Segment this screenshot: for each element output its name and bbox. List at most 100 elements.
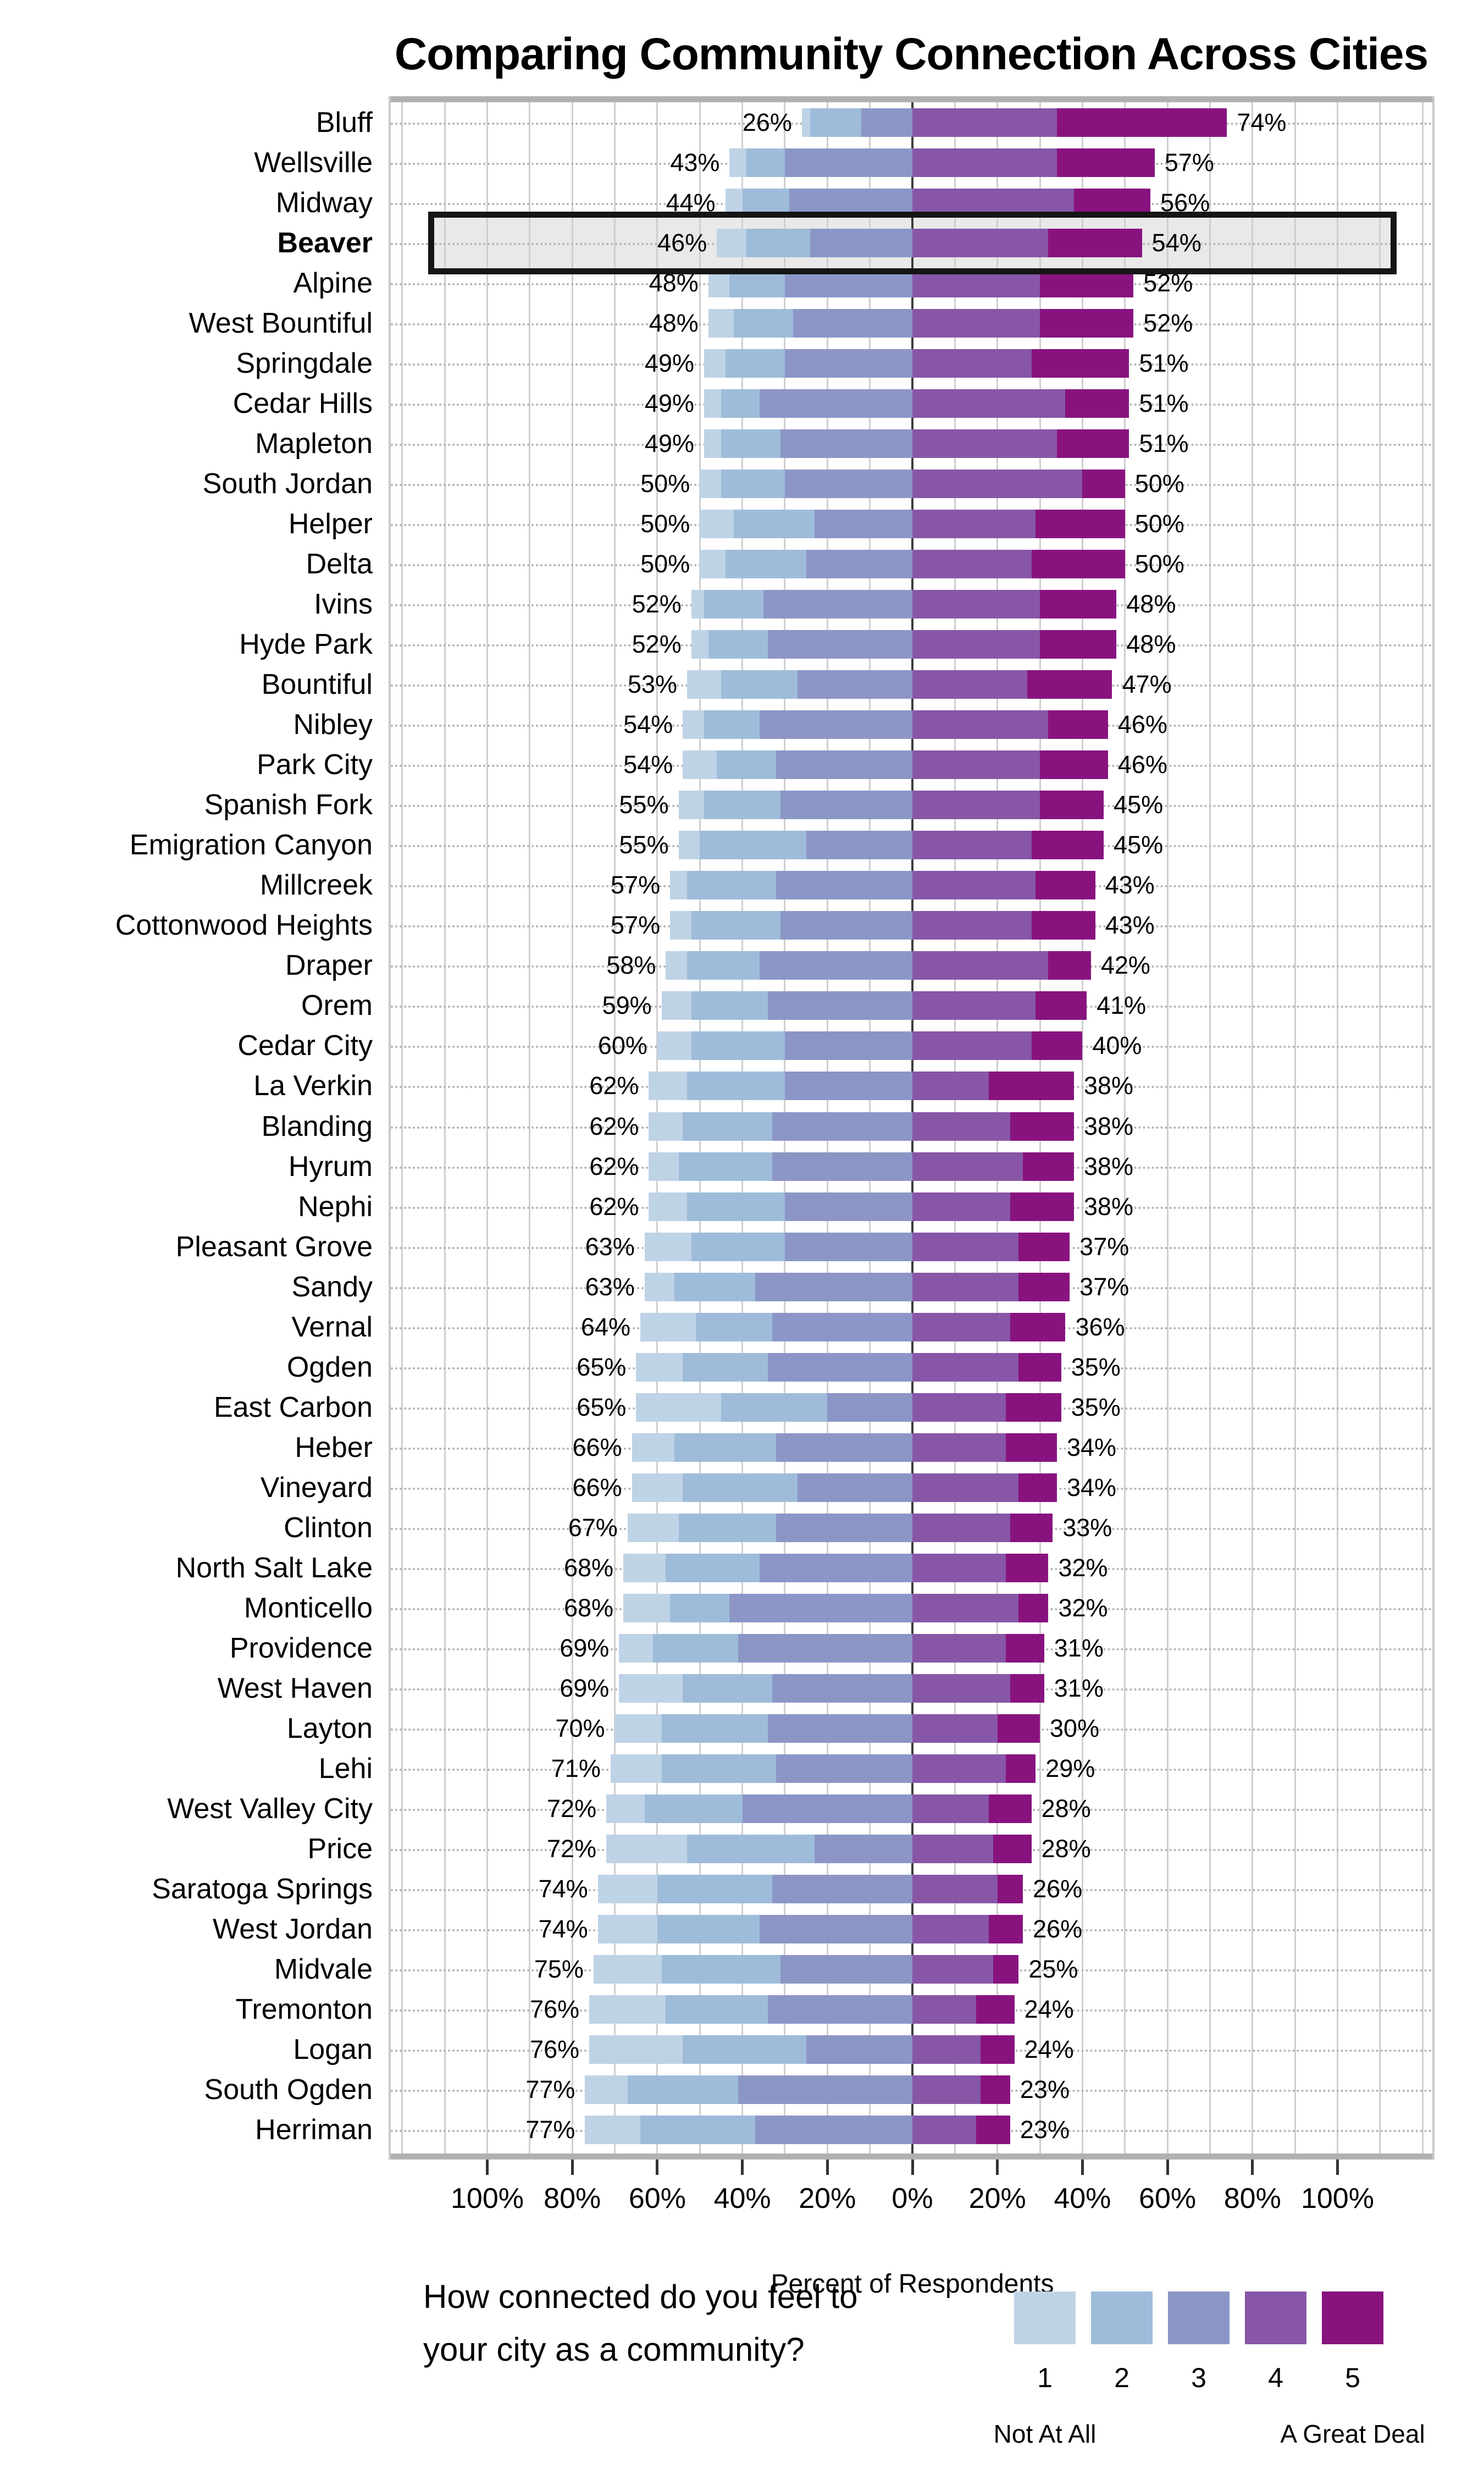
bar-pleasant-grove (644, 1232, 1070, 1261)
left-percent-label: 48% (649, 309, 699, 338)
left-percent-label: 65% (577, 1393, 627, 1421)
segment-rating-3 (768, 1352, 912, 1382)
segment-rating-1 (606, 1794, 645, 1823)
x-tick-label: 100% (451, 2183, 524, 2215)
segment-rating-4 (912, 630, 1040, 659)
segment-rating-2 (721, 670, 798, 699)
city-label-layton: Layton (286, 1712, 373, 1744)
left-percent-label: 70% (555, 1714, 605, 1742)
segment-rating-2 (657, 1874, 772, 1903)
bar-emigration-canyon (678, 831, 1104, 860)
bar-monticello (623, 1593, 1049, 1622)
bar-bountiful (687, 670, 1112, 699)
bar-heber (632, 1433, 1057, 1462)
city-label-hyrum: Hyrum (288, 1150, 373, 1183)
right-percent-label: 23% (1020, 2116, 1070, 2144)
left-percent-label: 62% (589, 1192, 639, 1221)
right-percent-label: 43% (1105, 871, 1155, 899)
x-tick-label: 40% (713, 2183, 771, 2215)
bar-blanding (649, 1112, 1074, 1141)
city-label-draper: Draper (285, 949, 373, 982)
segment-rating-2 (687, 871, 777, 900)
city-label-sandy: Sandy (291, 1271, 373, 1303)
segment-rating-1 (670, 871, 688, 900)
city-label-la-verkin: La Verkin (253, 1070, 373, 1102)
segment-rating-4 (912, 1072, 989, 1101)
left-percent-label: 69% (560, 1674, 610, 1702)
left-percent-label: 76% (530, 1995, 580, 2023)
bar-wellsville (729, 148, 1155, 178)
left-percent-label: 54% (623, 710, 673, 739)
segment-rating-3 (768, 1995, 912, 2024)
bar-south-ogden (585, 2075, 1010, 2104)
segment-rating-2 (691, 911, 781, 940)
right-percent-label: 35% (1071, 1352, 1121, 1381)
segment-rating-1 (623, 1553, 666, 1582)
segment-rating-1 (636, 1352, 683, 1382)
left-percent-label: 46% (657, 229, 707, 257)
right-percent-label: 26% (1033, 1914, 1083, 1943)
segment-rating-1 (649, 1112, 683, 1141)
segment-rating-2 (721, 470, 785, 499)
bar-hyrum (649, 1152, 1074, 1181)
segment-rating-5 (1031, 911, 1095, 940)
segment-rating-4 (912, 1513, 1010, 1542)
bar-mapleton (704, 429, 1129, 459)
bar-orem (661, 991, 1087, 1020)
segment-rating-5 (1010, 1192, 1074, 1221)
segment-rating-3 (776, 1754, 912, 1783)
segment-rating-4 (912, 1633, 1006, 1663)
segment-rating-2 (708, 630, 768, 659)
segment-rating-5 (1010, 1312, 1066, 1341)
segment-rating-4 (912, 1393, 1006, 1422)
right-percent-label: 35% (1071, 1393, 1121, 1421)
segment-rating-2 (678, 1152, 772, 1181)
bar-helper (700, 510, 1125, 539)
segment-rating-5 (1010, 1112, 1074, 1141)
segment-rating-5 (989, 1914, 1023, 1943)
bar-delta (700, 550, 1125, 579)
x-tick-mark (741, 2160, 744, 2175)
segment-rating-1 (614, 1714, 662, 1743)
left-percent-label: 57% (611, 911, 661, 940)
left-percent-label: 71% (551, 1754, 601, 1782)
bar-west-bountiful (708, 309, 1134, 338)
city-label-midway: Midway (275, 187, 373, 219)
city-label-south-ogden: South Ogden (204, 2073, 373, 2106)
segment-rating-4 (912, 2075, 981, 2104)
segment-rating-1 (704, 389, 721, 418)
segment-rating-4 (912, 831, 1032, 860)
segment-rating-3 (759, 1914, 912, 1943)
segment-rating-4 (912, 229, 1049, 258)
city-label-logan: Logan (293, 2033, 373, 2066)
right-percent-label: 34% (1066, 1433, 1117, 1461)
x-tick-label: 100% (1300, 2183, 1374, 2215)
left-percent-label: 75% (534, 1954, 584, 1983)
bar-north-salt-lake (623, 1553, 1049, 1582)
bar-midvale (593, 1954, 1019, 1984)
city-label-west-jordan: West Jordan (213, 1913, 373, 1945)
segment-rating-1 (597, 1874, 657, 1903)
segment-rating-3 (776, 871, 912, 900)
legend-swatch-3 (1168, 2291, 1230, 2344)
legend-question: How connected do you feel to your city a… (423, 2271, 858, 2376)
segment-rating-2 (661, 1754, 777, 1783)
plot-frame-top (389, 96, 1435, 102)
left-percent-label: 74% (538, 1874, 588, 1903)
segment-rating-5 (976, 2116, 1010, 2144)
segment-rating-1 (585, 2075, 628, 2104)
segment-rating-1 (683, 710, 704, 739)
right-percent-label: 30% (1050, 1714, 1100, 1742)
segment-rating-4 (912, 2116, 976, 2144)
city-label-millcreek: Millcreek (259, 869, 373, 902)
left-percent-label: 72% (547, 1834, 597, 1863)
bar-vineyard (632, 1473, 1057, 1502)
segment-rating-5 (1040, 630, 1117, 659)
segment-rating-5 (1018, 1232, 1070, 1261)
right-percent-label: 38% (1083, 1072, 1133, 1100)
segment-rating-5 (980, 2075, 1010, 2104)
bar-vernal (640, 1312, 1066, 1341)
right-percent-label: 47% (1122, 670, 1172, 699)
segment-rating-2 (653, 1633, 738, 1663)
left-percent-label: 77% (525, 2116, 575, 2144)
